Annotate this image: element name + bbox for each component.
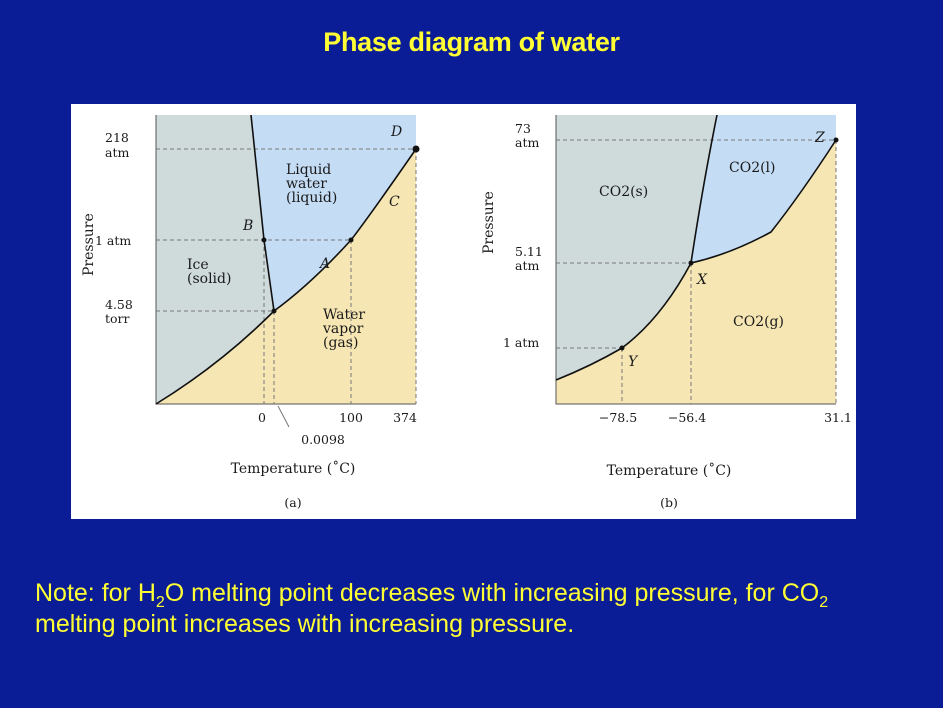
region-liquid-a-line2: water <box>286 176 327 192</box>
diagram-panel: Pressure 218 atm 1 atm 4.58 torr 0 100 3… <box>71 104 856 519</box>
note-part3: melting point increases with increasing … <box>35 610 575 638</box>
caption-a: (a) <box>284 495 301 510</box>
region-gas-a-line1: Water <box>323 307 365 323</box>
point-C-label: C <box>389 194 400 210</box>
xtick-0: 0 <box>258 410 266 425</box>
region-gas-b <box>556 140 836 404</box>
slide-title: Phase diagram of water <box>323 27 620 57</box>
ytick-458-unit: torr <box>105 311 130 326</box>
region-gas-a-line3: (gas) <box>323 335 358 351</box>
diagram-b: Pressure 73 atm 5.11 atm 1 atm −78.5 −56… <box>481 114 852 510</box>
region-solid-a-line2: (solid) <box>187 271 231 287</box>
xtick-785: −78.5 <box>599 410 637 425</box>
region-liquid-b-label: CO2(l) <box>729 160 776 176</box>
diagram-a: Pressure 218 atm 1 atm 4.58 torr 0 100 3… <box>81 114 420 510</box>
note-text: Note: for H2O melting point decreases wi… <box>35 578 915 640</box>
region-liquid-a <box>251 115 416 311</box>
xtick-100: 100 <box>339 410 363 425</box>
xtick-00098: 0.0098 <box>301 432 345 447</box>
ytick-218: 218 <box>105 130 129 145</box>
fusion-curve-b <box>690 114 718 264</box>
ylabel-b: Pressure <box>481 191 497 254</box>
ytick-1atm-a: 1 atm <box>95 233 131 248</box>
xlabel-b: Temperature (˚C) <box>607 462 732 479</box>
ytick-511-unit: atm <box>515 258 539 273</box>
point-D-label: D <box>390 124 402 140</box>
ytick-1atm-b: 1 atm <box>503 335 539 350</box>
phase-diagrams: Pressure 218 atm 1 atm 4.58 torr 0 100 3… <box>81 114 852 510</box>
region-gas-b-label: CO2(g) <box>733 314 784 330</box>
note-part1: Note: for H <box>35 579 156 607</box>
point-B-label: B <box>242 218 253 234</box>
region-liquid-a-line1: Liquid <box>286 162 331 178</box>
sublimation-curve-a <box>155 310 275 405</box>
region-solid-b-label: CO2(s) <box>599 184 648 200</box>
region-liquid-a-line3: (liquid) <box>286 190 337 206</box>
region-gas-a-line2: vapor <box>322 321 364 337</box>
xlabel-a: Temperature (˚C) <box>231 460 356 477</box>
caption-b: (b) <box>660 495 678 510</box>
ytick-511: 5.11 <box>515 244 543 259</box>
ytick-73: 73 <box>515 121 531 136</box>
region-solid-b <box>556 115 717 380</box>
ytick-73-unit: atm <box>515 135 539 150</box>
ytick-458: 4.58 <box>105 297 133 312</box>
region-solid-a <box>156 115 274 404</box>
point-Y-label: Y <box>628 354 639 370</box>
note-sub1: 2 <box>155 594 165 611</box>
xtick-311: 31.1 <box>824 410 852 425</box>
point-A-label: A <box>318 256 330 272</box>
note-part2: O melting point decreases with increasin… <box>164 579 820 607</box>
ytick-218-unit: atm <box>105 145 129 160</box>
region-liquid-b <box>691 115 836 263</box>
xtick-374: 374 <box>393 410 417 425</box>
region-solid-a-line1: Ice <box>187 257 209 273</box>
ylabel-a: Pressure <box>81 213 97 276</box>
vaporization-curve-b <box>690 139 837 264</box>
note-sub2: 2 <box>819 594 829 611</box>
xtick-564: −56.4 <box>668 410 706 425</box>
point-X-label: X <box>696 272 708 288</box>
point-Z-label: Z <box>814 130 825 146</box>
